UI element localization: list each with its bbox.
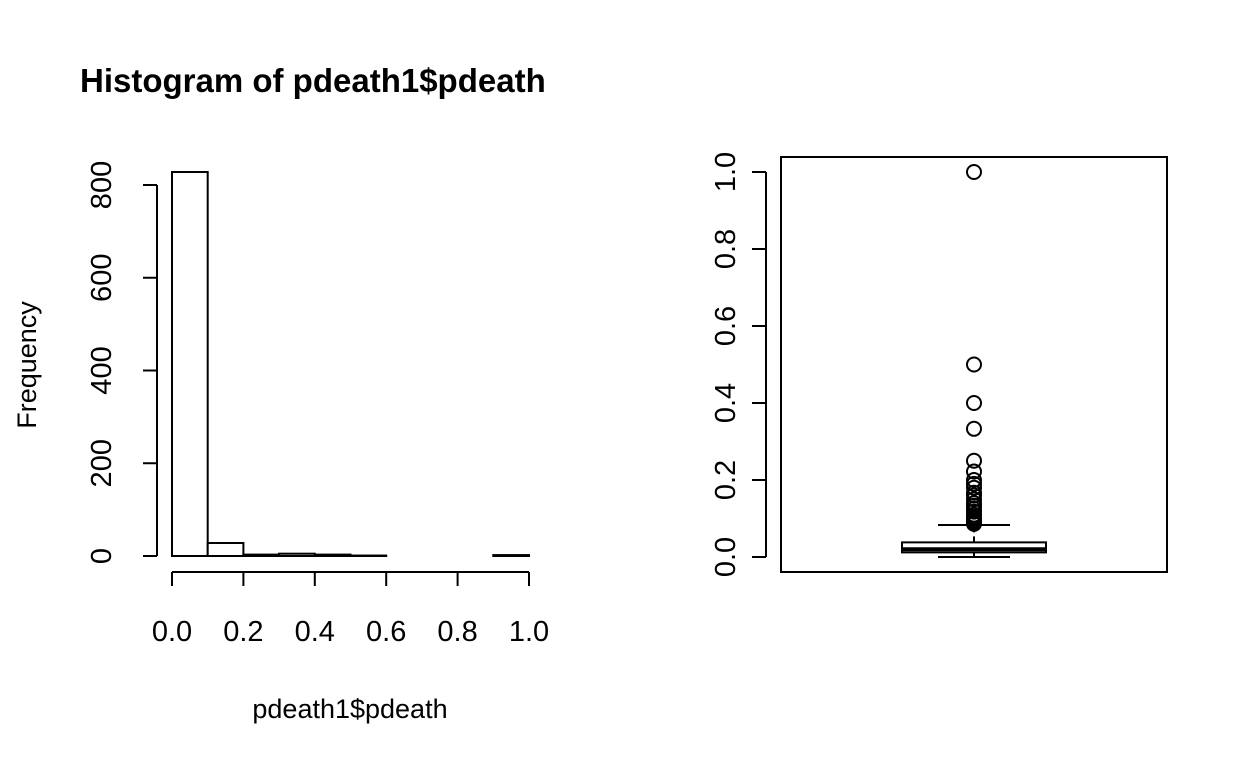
histogram-x-tick-label-0: 0.0 <box>152 616 192 648</box>
histogram-bars <box>171 171 530 558</box>
histogram-y-tick-label-0: 0 <box>86 548 118 564</box>
histogram-bar-0 <box>171 171 209 557</box>
histogram-bar-2 <box>242 553 281 558</box>
boxplot-outlier-17 <box>966 463 982 480</box>
boxplot-outliers <box>966 164 982 532</box>
histogram-bar-1 <box>206 542 245 558</box>
boxplot-outlier-22 <box>966 164 982 180</box>
boxplot-y-tick-label-5: 1.0 <box>710 152 742 192</box>
histogram-y-ticks: 0 200 400 600 800 <box>86 161 157 564</box>
histogram-x-tick-label-3: 0.6 <box>366 616 406 648</box>
histogram-panel: Histogram of pdeath1$pdeath 0 200 400 600 80… <box>12 62 549 724</box>
histogram-x-ticks: 0.0 0.2 0.4 0.6 0.8 1.0 <box>152 572 549 648</box>
boxplot-outlier-13 <box>966 484 982 501</box>
histogram-x-tick-label-5: 1.0 <box>509 616 549 648</box>
boxplot-panel: 0.0 0.2 0.4 0.6 0.8 1.0 <box>710 152 1168 577</box>
boxplot-outlier-18 <box>966 452 982 469</box>
histogram-x-tick-label-4: 0.8 <box>437 616 477 648</box>
boxplot-y-tick-label-2: 0.4 <box>710 383 742 423</box>
boxplot-y-tick-label-0: 0.0 <box>710 537 742 577</box>
boxplot-y-tick-label-1: 0.2 <box>710 460 742 500</box>
boxplot-outlier-20 <box>966 395 982 411</box>
histogram-bar-3 <box>278 552 316 558</box>
histogram-x-tick-label-2: 0.4 <box>295 616 335 648</box>
histogram-bar-4 <box>313 553 352 558</box>
boxplot-y-tick-label-3: 0.6 <box>710 306 742 346</box>
histogram-x-tick-label-1: 0.2 <box>223 616 263 648</box>
boxplot-y-ticks: 0.0 0.2 0.4 0.6 0.8 1.0 <box>710 152 766 577</box>
histogram-bar-9 <box>492 554 530 558</box>
histogram-title: Histogram of pdeath1$pdeath <box>80 62 546 99</box>
histogram-y-tick-label-1: 200 <box>86 439 118 487</box>
histogram-y-tick-label-4: 800 <box>86 161 118 209</box>
boxplot-outlier-16 <box>966 472 982 488</box>
boxplot-frame <box>780 156 1168 573</box>
histogram-y-axis-label: Frequency <box>12 301 42 429</box>
boxplot-y-tick-label-4: 0.8 <box>710 229 742 269</box>
histogram-x-axis-label: pdeath1$pdeath <box>252 694 447 724</box>
histogram-y-tick-label-2: 400 <box>86 346 118 394</box>
boxplot-outlier-21 <box>966 356 982 373</box>
boxplot-outlier-19 <box>966 420 982 437</box>
histogram-y-tick-label-3: 600 <box>86 254 118 302</box>
